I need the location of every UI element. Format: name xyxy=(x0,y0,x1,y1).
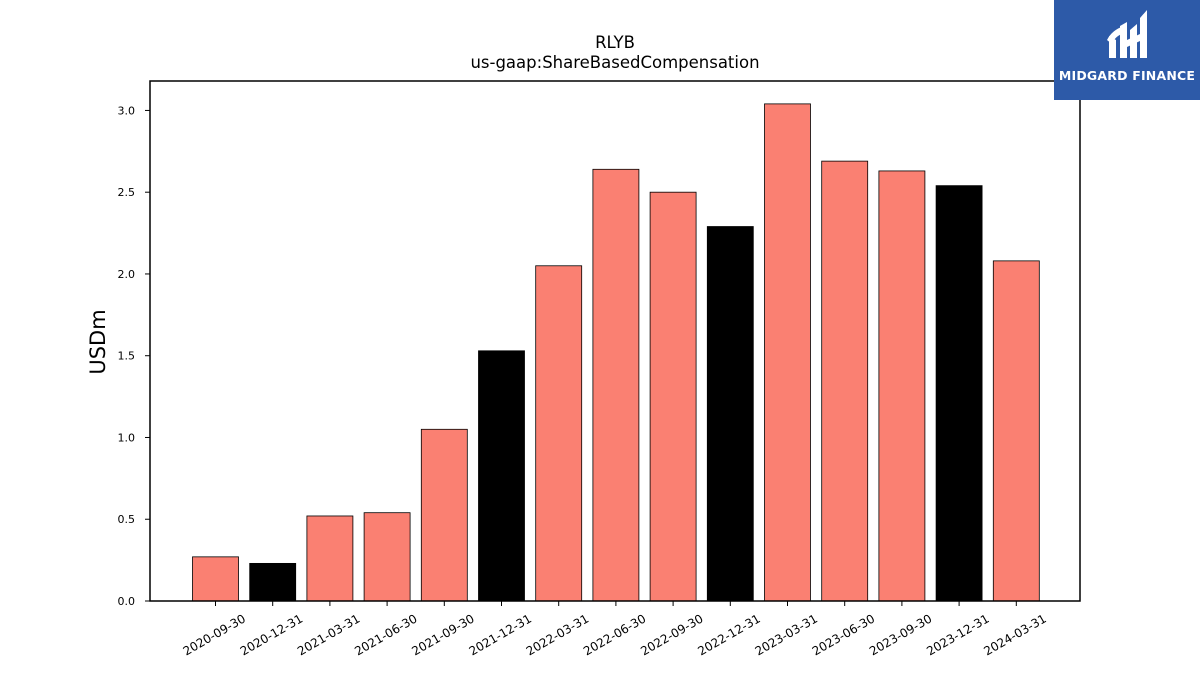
y-tick-label: 3.0 xyxy=(118,104,136,117)
bar-2022-09-30 xyxy=(649,191,697,602)
bar-2023-06-30 xyxy=(821,160,869,602)
plot-frame xyxy=(149,80,1081,602)
bar-2021-03-31 xyxy=(306,515,354,602)
y-axis-label: USDm xyxy=(86,309,110,374)
chart-subtitle: us-gaap:ShareBasedCompensation xyxy=(470,53,759,72)
x-tick-label: 2020-12-31 xyxy=(238,611,305,658)
x-tick-label: 2023-06-30 xyxy=(810,611,877,658)
y-tick-label: 0.5 xyxy=(118,513,136,526)
x-tick-label: 2021-12-31 xyxy=(467,611,534,658)
bar-2020-12-31 xyxy=(249,562,297,602)
x-tick-label: 2022-06-30 xyxy=(581,611,648,658)
x-tick-label: 2022-03-31 xyxy=(524,611,591,658)
x-tick-label: 2023-09-30 xyxy=(867,611,934,658)
y-axis: 0.0 0.5 1.0 1.5 2.0 2.5 3.0 xyxy=(118,104,150,608)
x-tick-label: 2021-09-30 xyxy=(409,611,476,658)
bar-2023-03-31 xyxy=(764,103,811,602)
x-tick-label: 2022-12-31 xyxy=(695,611,762,658)
x-tick-label: 2021-06-30 xyxy=(352,611,419,658)
x-tick-label: 2022-09-30 xyxy=(638,611,705,658)
bar-2022-12-31 xyxy=(706,226,754,602)
bars xyxy=(192,103,1040,602)
x-tick-label: 2020-09-30 xyxy=(181,611,248,658)
bar-2024-03-31 xyxy=(992,260,1040,602)
brand-logo: MIDGARD FINANCE xyxy=(1054,0,1200,100)
brand-name: MIDGARD FINANCE xyxy=(1058,68,1196,83)
x-tick-label: 2021-03-31 xyxy=(295,611,362,658)
x-tick-label: 2024-03-31 xyxy=(981,611,1048,658)
bar-2020-09-30 xyxy=(192,556,239,602)
y-tick-label: 1.5 xyxy=(118,350,136,363)
x-tick-label: 2023-12-31 xyxy=(924,611,991,658)
bar-2021-06-30 xyxy=(363,512,411,602)
bar-2023-12-31 xyxy=(935,185,983,602)
x-tick-label: 2023-03-31 xyxy=(753,611,820,658)
y-tick-label: 1.0 xyxy=(118,431,136,444)
bar-2022-03-31 xyxy=(535,265,583,602)
y-tick-label: 2.0 xyxy=(118,268,136,281)
x-axis: 2020-09-302020-12-312021-03-312021-06-30… xyxy=(181,601,1049,658)
y-tick-label: 0.0 xyxy=(118,595,136,608)
y-tick-label: 2.5 xyxy=(118,186,136,199)
bar-2023-09-30 xyxy=(878,170,926,602)
bar-2021-12-31 xyxy=(478,350,525,602)
midgard-logo-icon xyxy=(1107,10,1147,58)
bar-2022-06-30 xyxy=(592,168,640,602)
bar-2021-09-30 xyxy=(420,428,468,602)
chart-title: RLYB xyxy=(595,33,635,52)
